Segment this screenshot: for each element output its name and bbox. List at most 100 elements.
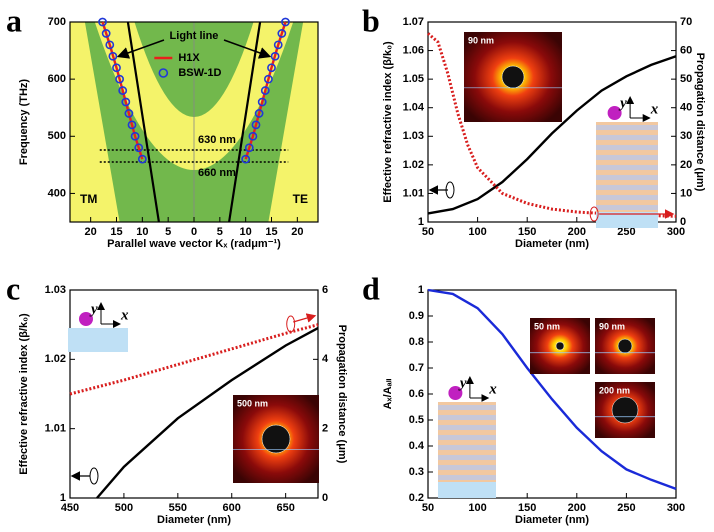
x-tick-label: 50: [422, 502, 434, 514]
particle: [79, 312, 93, 326]
data-point: [105, 40, 115, 50]
y-tick-label: 500: [48, 130, 66, 142]
y2-tick-label: 20: [680, 159, 692, 171]
panel-label: c: [6, 270, 20, 306]
axis-indicator: [286, 315, 296, 333]
data-point: [124, 109, 134, 118]
data-line: [427, 288, 677, 491]
data-point: [248, 131, 258, 141]
y-tick-label: 1.01: [403, 187, 424, 199]
y-tick-label: 1: [418, 284, 424, 296]
data-point: [273, 40, 283, 50]
y2-axis-label: Propagation distance (μm): [336, 325, 348, 464]
substrate: [596, 122, 658, 228]
y-tick-label: 0.4: [409, 440, 425, 452]
axis-arrow: [293, 313, 317, 323]
x-axis-label: Diameter (nm): [515, 238, 589, 250]
particle: [555, 341, 565, 351]
inset-label: 50 nm: [534, 321, 560, 331]
axis-x-label: x: [488, 381, 497, 397]
axis-y-label: y: [618, 95, 627, 111]
y2-tick-label: 70: [680, 16, 692, 28]
y-tick-label: 0.7: [409, 362, 424, 374]
data-point: [244, 143, 254, 153]
panel-label: d: [362, 270, 380, 306]
axis-x-label: x: [120, 307, 129, 323]
y-tick-label: 0.9: [409, 310, 424, 322]
y-tick-label: 1.05: [403, 73, 424, 85]
x-tick-label: 10: [136, 226, 148, 238]
annotation: TE: [293, 192, 308, 206]
y-axis-label: Effective refractive index (β/k₀): [382, 41, 394, 203]
y-tick-label: 0.2: [409, 492, 424, 504]
axis-y-label: y: [458, 375, 467, 391]
y-axis-label: Aₓ/Aₐₗₗ: [382, 378, 394, 409]
data-point: [118, 86, 128, 95]
axis-indicator: [589, 206, 599, 222]
y-tick-label: 0.3: [409, 466, 424, 478]
particle: [617, 338, 633, 354]
x-tick-label: 15: [265, 226, 277, 238]
data-point: [251, 120, 261, 130]
y-tick-label: 1.02: [403, 159, 424, 171]
x-tick-label: 5: [217, 226, 223, 238]
x-axis-label: Diameter (nm): [157, 514, 231, 526]
y2-tick-label: 40: [680, 102, 692, 114]
data-point: [130, 131, 140, 141]
annotation: TM: [80, 192, 97, 206]
y2-tick-label: 60: [680, 44, 692, 56]
y2-tick-label: 0: [322, 492, 328, 504]
data-point: [115, 74, 124, 84]
y-tick-label: 1.03: [45, 284, 66, 296]
y-tick-label: 0.6: [409, 388, 424, 400]
substrate-base: [596, 212, 658, 228]
x-tick-label: 20: [85, 226, 97, 238]
x-axis-label: Diameter (nm): [515, 514, 589, 526]
data-point: [267, 63, 276, 73]
panel-label: b: [362, 2, 380, 38]
data-point: [241, 154, 251, 164]
data-point: [260, 86, 270, 95]
data-point: [134, 143, 144, 153]
axis-y-label: y: [89, 301, 98, 317]
x-tick-label: 150: [518, 502, 536, 514]
y-axis-label: Frequency (THz): [18, 79, 30, 166]
y2-axis-label: Propagation distance (μm): [694, 53, 706, 192]
y-tick-label: 0.5: [409, 414, 424, 426]
y2-tick-label: 4: [322, 353, 329, 365]
data-point: [257, 97, 267, 107]
data-point: [137, 154, 147, 164]
x-tick-label: 200: [568, 226, 586, 238]
inset-label: 200 nm: [599, 385, 630, 395]
y2-tick-label: 2: [322, 423, 328, 435]
data-line: [427, 32, 677, 218]
x-tick-label: 300: [667, 226, 685, 238]
y-tick-label: 1.07: [403, 16, 424, 28]
panel-label: a: [6, 2, 22, 38]
y-tick-label: 0.8: [409, 336, 424, 348]
plot-frame: [427, 21, 677, 223]
y-tick-label: 1.06: [403, 44, 424, 56]
data-point: [270, 51, 280, 61]
x-tick-label: 0: [191, 226, 197, 238]
x-tick-label: 5: [165, 226, 171, 238]
particle: [501, 65, 525, 89]
x-tick-label: 650: [276, 502, 294, 514]
inset-label: 90 nm: [468, 35, 494, 45]
y-tick-label: 1.04: [403, 102, 425, 114]
data-point: [121, 97, 131, 107]
data-point: [98, 17, 107, 27]
light-line: [126, 21, 262, 223]
x-tick-label: 50: [422, 226, 434, 238]
x-tick-label: 550: [169, 502, 187, 514]
y-tick-label: 400: [48, 187, 66, 199]
data-point: [281, 17, 290, 27]
data-point: [101, 29, 111, 38]
x-tick-label: 600: [223, 502, 241, 514]
x-tick-label: 10: [240, 226, 252, 238]
axis-x-label: x: [650, 101, 659, 117]
light-line-label: Light line: [170, 30, 219, 42]
x-tick-label: 100: [468, 226, 486, 238]
x-tick-label: 20: [291, 226, 303, 238]
x-tick-label: 250: [617, 502, 635, 514]
